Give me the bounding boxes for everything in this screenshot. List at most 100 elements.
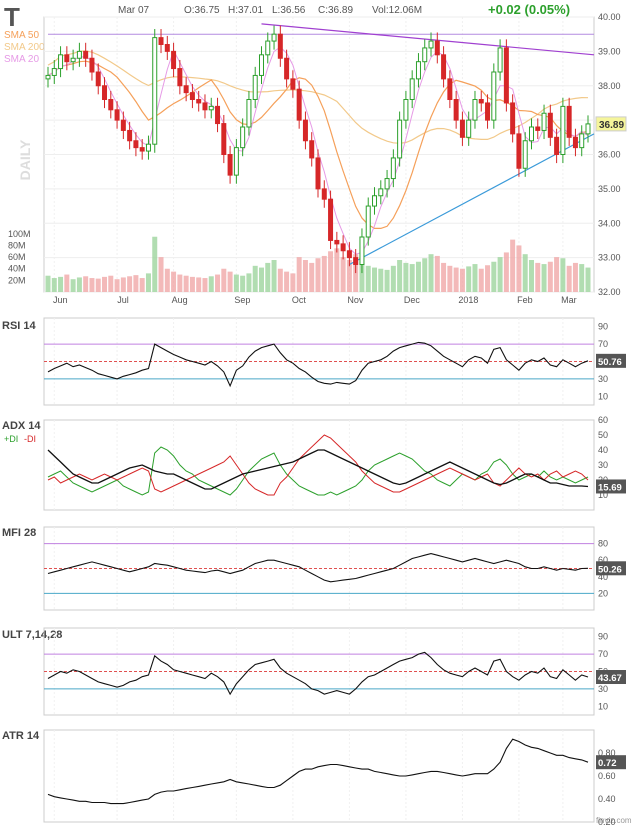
volume-bar <box>372 267 378 292</box>
candle-body <box>271 33 277 42</box>
candle-body <box>560 105 566 155</box>
price-y-tick: 38.00 <box>598 81 621 91</box>
quote-date: Mar 07 <box>118 5 150 16</box>
last-price-tag-bg <box>595 116 627 132</box>
candle-body <box>158 37 164 45</box>
volume-bar <box>284 271 290 292</box>
volume-bar <box>428 254 434 292</box>
volume-bar <box>95 278 101 292</box>
candle-body <box>215 105 221 125</box>
volume-bar <box>491 261 497 292</box>
volume-y-tick: 20M <box>8 275 26 285</box>
candle-body <box>434 40 440 56</box>
price-y-tick: 35.00 <box>598 184 621 194</box>
rsi-title: RSI 14 <box>2 320 36 332</box>
volume-bar <box>535 262 541 292</box>
volume-bar <box>202 278 208 292</box>
candle-body <box>397 119 403 159</box>
volume-bar <box>183 275 189 292</box>
candle-body <box>365 205 371 238</box>
price-x-tick: Dec <box>404 295 421 305</box>
price-x-tick: Mar <box>561 295 577 305</box>
atr-line <box>47 738 589 805</box>
candle-body <box>95 71 101 87</box>
candle-body <box>554 136 560 155</box>
volume-bar <box>196 277 202 292</box>
adx-minus-di-line <box>47 434 589 496</box>
quote-low: L:36.56 <box>272 5 306 16</box>
volume-bar <box>447 265 453 292</box>
candle-body <box>340 243 346 252</box>
volume-bar <box>415 261 421 292</box>
volume-bar <box>189 276 195 292</box>
atr-y-tick: 0.60 <box>598 771 616 781</box>
resistance-trendline <box>261 23 595 56</box>
candle-body <box>145 143 151 152</box>
adx-title: ADX 14 <box>2 420 41 432</box>
volume-y-tick: 40M <box>8 264 26 274</box>
price-x-tick: Jun <box>53 295 68 305</box>
price-y-tick: 33.00 <box>598 253 621 263</box>
candle-body <box>133 140 139 149</box>
volume-bar <box>51 278 57 292</box>
volume-bar <box>328 251 334 292</box>
volume-bar <box>384 269 390 292</box>
candle-body <box>102 85 108 100</box>
ult-y-tick: 10 <box>598 701 608 711</box>
sma50-line <box>47 60 589 229</box>
candle-body <box>221 123 227 155</box>
price-y-tick: 40.00 <box>598 12 621 22</box>
candle-body <box>466 119 472 138</box>
rsi-y-tick: 10 <box>598 391 608 401</box>
candle-body <box>503 47 509 104</box>
candle-body <box>108 99 114 111</box>
volume-bar <box>271 260 277 292</box>
candle-body <box>233 147 239 176</box>
volume-bar <box>114 279 120 292</box>
volume-bar <box>58 276 64 292</box>
volume-bar <box>409 264 415 292</box>
volume-bar <box>302 260 308 292</box>
price-x-tick: Sep <box>234 295 250 305</box>
candle-body <box>585 123 591 135</box>
candle-body <box>183 85 189 94</box>
mfi-y-tick: 60 <box>598 555 608 565</box>
last-price-label: 36.89 <box>599 120 624 131</box>
candle-body <box>579 133 585 149</box>
price-x-tick: Feb <box>517 295 533 305</box>
rsi-y-tick: 90 <box>598 322 608 332</box>
candle-body <box>290 78 296 90</box>
price-x-tick: 2018 <box>458 295 478 305</box>
mfi-last-value-label: 50.26 <box>598 564 622 575</box>
volume-bar <box>246 273 252 292</box>
candle-body <box>139 147 145 152</box>
candle-body <box>127 129 133 142</box>
volume-bar <box>120 277 126 292</box>
volume-bar <box>127 276 133 292</box>
candle-body <box>252 74 258 100</box>
candle-body <box>277 33 283 59</box>
atr-y-tick: 0.40 <box>598 794 616 804</box>
rsi-last-value-label: 50.76 <box>598 357 622 368</box>
mfi-y-tick: 80 <box>598 539 608 549</box>
candle-body <box>415 61 421 80</box>
price-x-tick: Nov <box>347 295 364 305</box>
candle-body <box>485 102 491 121</box>
ult-last-value-bg <box>596 670 626 685</box>
candle-body <box>353 257 359 265</box>
volume-bar <box>547 261 553 292</box>
price-x-tick: Jul <box>117 295 129 305</box>
volume-bar <box>441 262 447 292</box>
volume-bar <box>102 276 108 292</box>
candle-body <box>472 99 478 121</box>
candle-body <box>240 126 246 149</box>
ult-line <box>47 651 589 696</box>
adx-y-tick: 40 <box>598 445 608 455</box>
support-trendline <box>349 133 595 266</box>
candle-body <box>390 157 396 180</box>
adx-y-tick: 60 <box>598 415 608 425</box>
candle-body <box>120 119 126 131</box>
volume-bar <box>158 257 164 292</box>
adx-last-value-bg <box>596 479 626 494</box>
volume-bar <box>277 268 283 292</box>
